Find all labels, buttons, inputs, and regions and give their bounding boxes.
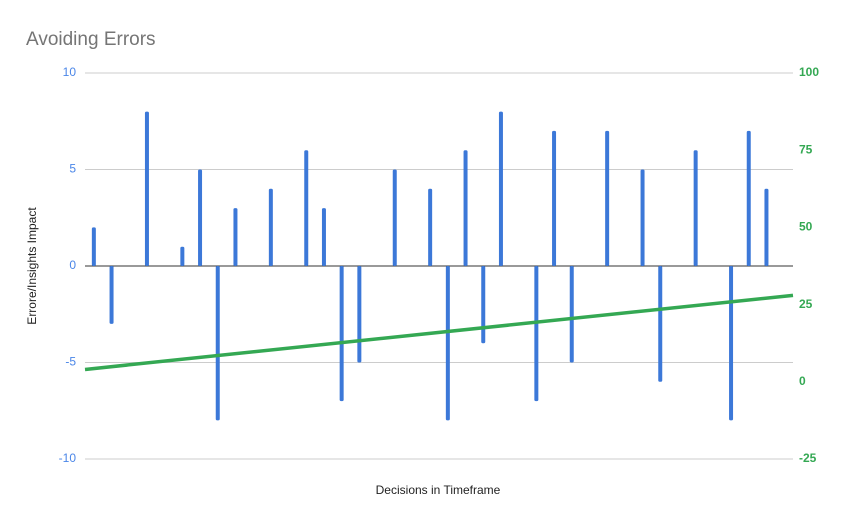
bar [180, 246, 185, 266]
y2-tick-label: 75 [799, 142, 813, 156]
y-axis-label: Errore/Insights Impact [25, 207, 39, 325]
bar [746, 130, 751, 266]
x-axis-label: Decisions in Timeframe [376, 483, 501, 497]
bar [339, 266, 344, 402]
bar [321, 208, 326, 266]
bar [445, 266, 450, 421]
bar [109, 266, 114, 324]
bar [605, 130, 610, 266]
y-tick-label: -10 [59, 451, 77, 465]
y2-tick-label: 0 [799, 374, 806, 388]
bar [640, 169, 645, 266]
trend-line [84, 293, 794, 372]
y2-tick-label: 50 [799, 220, 813, 234]
y2-tick-label: 100 [799, 65, 819, 79]
bar [144, 111, 149, 266]
y2-tick-label: -25 [799, 451, 817, 465]
bar [534, 266, 539, 402]
bar [392, 169, 397, 266]
bar [268, 188, 273, 266]
bar [233, 208, 238, 266]
bar [569, 266, 574, 363]
bar [729, 266, 734, 421]
y-tick-label: 0 [69, 258, 76, 272]
bar [498, 111, 503, 266]
y-tick-label: -5 [65, 355, 76, 369]
bar [428, 188, 433, 266]
bar [552, 130, 557, 266]
bar [764, 188, 769, 266]
bar [198, 169, 203, 266]
bar [481, 266, 486, 344]
bar [693, 150, 698, 266]
y-tick-label: 10 [63, 65, 77, 79]
bar [463, 150, 468, 266]
bar [304, 150, 309, 266]
bar [357, 266, 362, 363]
y-tick-label: 5 [69, 162, 76, 176]
y2-tick-label: 25 [799, 297, 813, 311]
bar [215, 266, 220, 421]
chart-title: Avoiding Errors [26, 29, 156, 50]
bar [91, 227, 96, 266]
bar [658, 266, 663, 382]
